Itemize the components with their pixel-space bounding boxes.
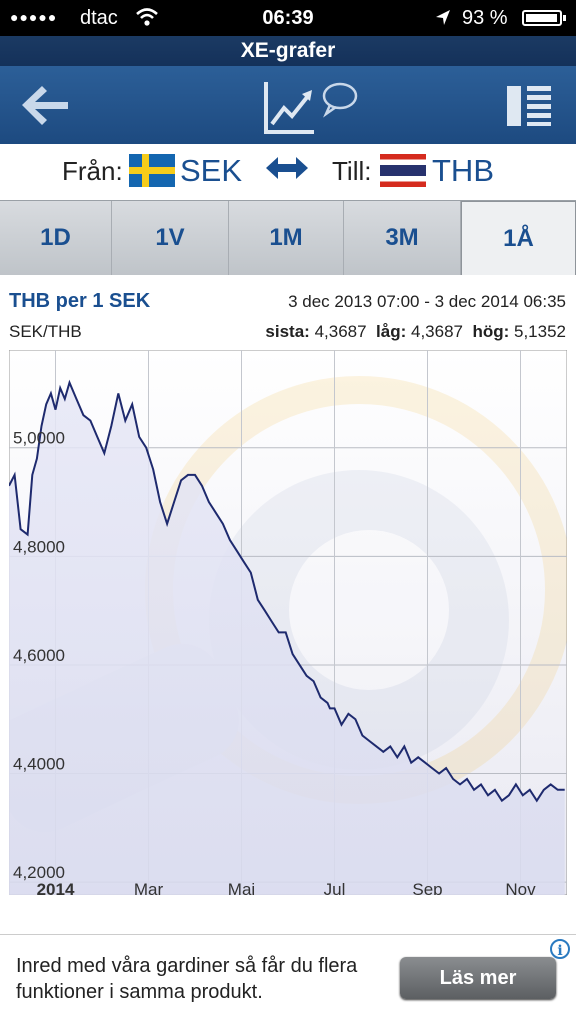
- ad-text: Inred med våra gardiner så får du flera …: [16, 955, 358, 1003]
- sweden-flag-icon[interactable]: [129, 154, 175, 194]
- high-value: 5,1352: [514, 322, 566, 341]
- y-tick-label: 5,0000: [13, 429, 65, 448]
- swap-arrows-icon[interactable]: [262, 148, 312, 188]
- battery-percentage: 93 %: [462, 7, 508, 29]
- tab-1d[interactable]: 1D: [0, 201, 112, 275]
- ad-banner[interactable]: Inred med våra gardiner så får du flera …: [0, 934, 576, 1025]
- last-label: sista:: [265, 322, 310, 341]
- tab-1m[interactable]: 1M: [229, 201, 344, 275]
- chart-canvas[interactable]: 4,2000 4,4000 4,6000 4,8000 5,0000 2014 Mar Ma…: [9, 350, 567, 895]
- x-tick-label: 2014: [37, 880, 75, 895]
- last-value: 4,3687: [314, 322, 367, 341]
- back-arrow-icon[interactable]: [16, 80, 76, 130]
- to-currency-code[interactable]: THB: [432, 153, 494, 188]
- chart-title: THB per 1 SEK: [9, 290, 151, 312]
- from-currency-code[interactable]: SEK: [180, 153, 243, 188]
- list-icon[interactable]: [505, 82, 555, 130]
- x-tick-label: Nov: [505, 880, 536, 895]
- low-value: 4,3687: [410, 322, 463, 341]
- carrier-name: dtac: [80, 7, 118, 29]
- location-arrow-icon: [434, 7, 452, 35]
- exchange-rate-chart[interactable]: 4,2000 4,4000 4,6000 4,8000 5,0000 2014 Mar Ma…: [9, 350, 567, 895]
- tab-1v[interactable]: 1V: [112, 201, 229, 275]
- ad-read-more-button[interactable]: Läs mer: [400, 957, 556, 999]
- status-bar: ●●●●● dtac 06:39 93 %: [0, 0, 576, 36]
- tab-1a[interactable]: 1Å: [461, 201, 576, 275]
- battery-icon: [522, 10, 566, 26]
- x-tick-label: Jul: [324, 880, 346, 895]
- y-tick-label: 4,6000: [13, 646, 65, 665]
- y-tick-label: 4,8000: [13, 537, 65, 556]
- tab-3m[interactable]: 3M: [344, 201, 461, 275]
- chart-comment-icon[interactable]: [262, 76, 362, 136]
- to-label: Till:: [332, 156, 372, 186]
- y-axis-labels: 4,2000 4,4000 4,6000 4,8000 5,0000: [13, 429, 65, 882]
- chart-stats: sista: 4,3687 låg: 4,3687 hög: 5,1352: [265, 322, 566, 342]
- x-tick-label: Maj: [228, 880, 255, 895]
- thailand-flag-icon[interactable]: [380, 154, 426, 194]
- series-line: [9, 379, 565, 803]
- wifi-icon: [135, 6, 159, 34]
- low-label: låg:: [376, 322, 407, 341]
- currency-pair: SEK/THB: [9, 322, 82, 341]
- high-label: hög:: [472, 322, 510, 341]
- toolbar: [0, 66, 576, 145]
- signal-strength-icon: ●●●●●: [10, 9, 58, 25]
- y-tick-label: 4,4000: [13, 755, 65, 774]
- time-range-tabs: 1D 1V 1M 3M 1Å: [0, 200, 576, 276]
- app-title: XE-grafer: [0, 36, 576, 66]
- info-icon[interactable]: i: [550, 939, 570, 959]
- currency-selector: Från: SEK Till: THB: [0, 144, 576, 200]
- x-tick-label: Sep: [412, 880, 442, 895]
- chart-header: THB per 1 SEK 3 dec 2013 07:00 - 3 dec 2…: [0, 275, 576, 350]
- x-tick-label: Mar: [134, 880, 164, 895]
- chart-date-range: 3 dec 2013 07:00 - 3 dec 2014 06:35: [288, 292, 566, 311]
- from-label: Från:: [62, 156, 123, 186]
- y-tick-label: 4,2000: [13, 863, 65, 882]
- clock: 06:39: [262, 7, 314, 29]
- x-axis-labels: 2014 Mar Maj Jul Sep Nov: [37, 880, 537, 895]
